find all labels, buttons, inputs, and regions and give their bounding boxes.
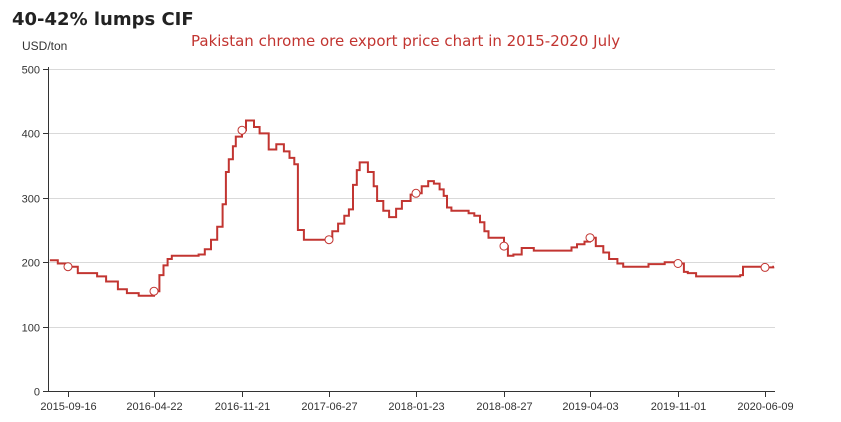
x-tick-label-2015-09-16: 2015-09-16	[40, 401, 96, 413]
data-point-marker	[324, 235, 334, 245]
grid-lines	[48, 69, 775, 328]
data-point-marker	[149, 286, 159, 296]
data-point-marker	[237, 125, 247, 135]
y-axis-unit-label: USD/ton	[22, 39, 68, 53]
x-tick-label-2017-06-27: 2017-06-27	[301, 401, 357, 413]
x-tick-label-2016-04-22: 2016-04-22	[126, 401, 182, 413]
x-tick-label-2016-11-21: 2016-11-21	[215, 401, 270, 413]
data-point-marker	[760, 262, 770, 272]
data-point-marker	[499, 241, 509, 251]
data-point-marker	[585, 233, 595, 243]
x-tick-label-2018-08-27: 2018-08-27	[476, 401, 532, 413]
marker-layer	[63, 125, 770, 296]
series-line-0	[49, 119, 775, 297]
series-layer	[49, 119, 775, 297]
y-tick-label-200: 200	[22, 258, 40, 270]
data-point-marker	[673, 259, 683, 268]
x-tick-label-2019-04-03: 2019-04-03	[562, 401, 618, 413]
x-tick-label-2018-01-23: 2018-01-23	[388, 401, 444, 413]
y-tick-label-500: 500	[22, 65, 40, 77]
y-tick-label-100: 100	[22, 323, 40, 335]
x-tick-label-2020-06-09: 2020-06-09	[737, 401, 793, 413]
chart-title: Pakistan chrome ore export price chart i…	[191, 32, 621, 50]
axes: 0 100 200 300 400 500 2015-09-16 2016-04-22 2016…	[22, 65, 794, 414]
y-tick-label-300: 300	[22, 194, 40, 206]
x-tick-label-2019-11-01: 2019-11-01	[651, 401, 706, 413]
y-tick-label-0: 0	[34, 387, 40, 399]
chart-heading: 40-42% lumps CIF	[12, 9, 194, 30]
data-point-marker	[63, 262, 73, 272]
y-tick-label-400: 400	[22, 129, 40, 141]
data-point-marker	[411, 188, 421, 198]
